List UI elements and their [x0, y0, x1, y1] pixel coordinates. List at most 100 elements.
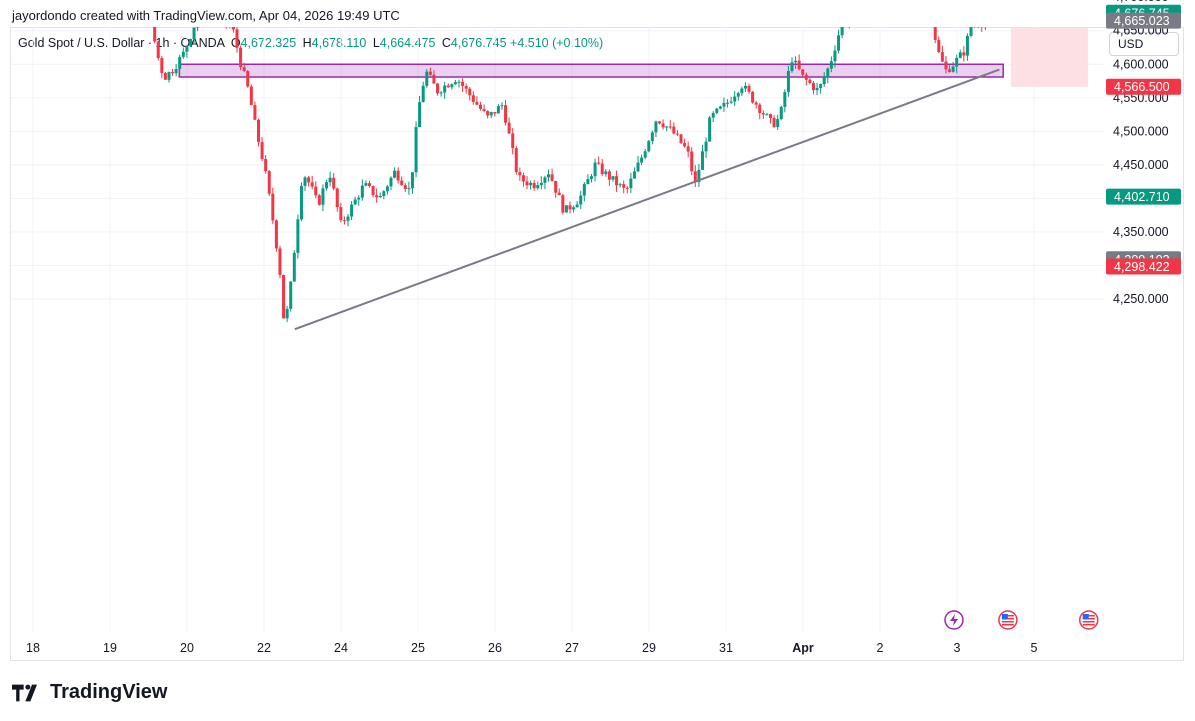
- candle-body: [693, 171, 697, 183]
- candle-body: [464, 85, 468, 89]
- candle-body: [242, 67, 246, 72]
- x-tick-label: 19: [103, 641, 117, 655]
- us-flag-event-icon: [998, 610, 1018, 630]
- candle-body: [822, 77, 826, 85]
- candle-body: [819, 84, 823, 88]
- candle-body: [808, 79, 812, 84]
- x-tick-label: 18: [26, 641, 40, 655]
- candle-body: [962, 52, 966, 56]
- candle-body: [228, 22, 231, 26]
- candle-body: [450, 84, 454, 88]
- candle-body: [511, 133, 515, 149]
- candle-body: [650, 132, 654, 142]
- candle-body: [482, 109, 486, 112]
- stop-zone: [1010, 27, 1088, 87]
- candle-body: [425, 71, 429, 86]
- currency-button[interactable]: USD: [1109, 32, 1179, 56]
- candle-body: [218, 1, 221, 5]
- candle-body: [668, 126, 672, 128]
- candle-body: [607, 171, 611, 180]
- candle-body: [200, 0, 203, 7]
- price-tag: [1106, 188, 1181, 205]
- candle-body: [260, 141, 264, 159]
- candle-body: [955, 57, 959, 67]
- x-tick-label: 5: [1031, 641, 1038, 655]
- candle-body: [844, 22, 847, 23]
- x-tick-label: 24: [334, 641, 348, 655]
- candle-body: [575, 204, 579, 208]
- candle-body: [837, 35, 841, 51]
- candle-body: [453, 82, 457, 85]
- candle-body: [944, 61, 948, 70]
- candle-body: [414, 127, 418, 173]
- us-flag-event-icon: [1079, 610, 1099, 630]
- symbol-legend: Gold Spot / U.S. Dollar · 1h · OANDA O4,…: [18, 36, 603, 50]
- candle-body: [382, 191, 386, 197]
- candle-body: [436, 83, 440, 94]
- candle-body: [457, 81, 461, 83]
- candle-body: [708, 117, 712, 142]
- candle-body: [604, 171, 608, 175]
- candle-body: [410, 172, 414, 189]
- candle-body: [493, 112, 497, 114]
- candle-body: [439, 92, 443, 94]
- candle-body: [597, 162, 601, 164]
- brand-name: TradingView: [50, 681, 168, 703]
- candle-body: [661, 123, 665, 128]
- candle-body: [797, 60, 801, 70]
- candle-body: [396, 170, 400, 181]
- candle-body: [350, 204, 354, 217]
- candle-body: [848, 18, 851, 24]
- candle-body: [364, 183, 368, 186]
- candle-body: [629, 178, 633, 189]
- x-tick-label: 27: [565, 641, 579, 655]
- candle-body: [353, 199, 357, 205]
- candle-body: [443, 85, 447, 93]
- x-tick-label: 20: [180, 641, 194, 655]
- candle-body: [192, 27, 196, 39]
- candle-body: [743, 85, 747, 89]
- candle-body: [335, 188, 339, 208]
- candle-body: [486, 111, 490, 116]
- candle-body: [10, 13, 13, 14]
- y-tick-label: 4,450.000: [1113, 158, 1169, 172]
- candle-body: [690, 151, 694, 172]
- candle-body: [826, 68, 830, 78]
- low-label: L: [372, 36, 380, 50]
- y-tick-label: 4,350.000: [1113, 225, 1169, 239]
- candle-body: [658, 121, 662, 124]
- candle-body: [478, 104, 482, 110]
- candle-body: [150, 4, 153, 17]
- x-tick-label: Apr: [792, 641, 814, 655]
- chart-frame: [10, 27, 1184, 661]
- price-tag: [1106, 12, 1181, 29]
- candle-body: [977, 20, 980, 26]
- candle-body: [332, 177, 336, 189]
- candle-body: [296, 219, 300, 253]
- x-tick-label: 25: [411, 641, 425, 655]
- candle-body: [582, 184, 586, 196]
- candle-body: [310, 182, 314, 187]
- candle-body: [550, 174, 554, 181]
- candle-body: [303, 177, 307, 186]
- candle-body: [17, 15, 20, 17]
- y-tick-label: 4,500.000: [1113, 124, 1169, 138]
- candle-body: [765, 114, 769, 116]
- candle-body: [769, 114, 773, 118]
- candle-body: [496, 106, 500, 114]
- candle-body: [704, 141, 708, 152]
- candle-body: [317, 195, 321, 205]
- candle-body: [432, 74, 436, 84]
- candle-body: [328, 177, 332, 183]
- candle-body: [547, 174, 551, 178]
- x-tick-label: 31: [719, 641, 733, 655]
- candle-body: [851, 10, 854, 17]
- price-tag-label: 4,298.422: [1114, 260, 1170, 274]
- candle-body: [282, 274, 286, 319]
- flag-icon-ring: [1079, 610, 1099, 630]
- candle-body: [539, 182, 543, 186]
- candle-body: [514, 148, 518, 173]
- candle-body: [357, 197, 361, 200]
- candle-body: [840, 27, 844, 36]
